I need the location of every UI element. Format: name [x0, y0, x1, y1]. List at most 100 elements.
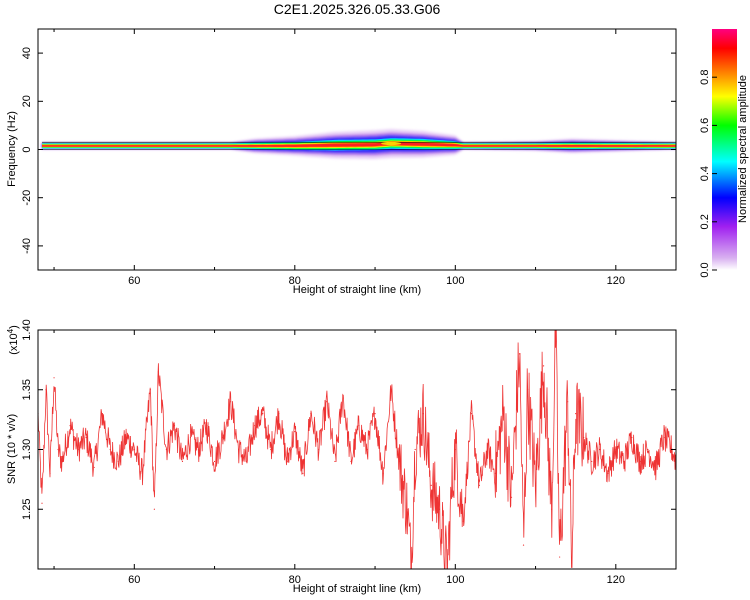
- spectrogram-y-tick-label: 20: [21, 95, 33, 107]
- snr-data-point: [141, 472, 143, 474]
- colorbar-gradient: [712, 29, 737, 270]
- snr-data-point: [518, 353, 521, 355]
- snr-data-point: [422, 413, 424, 415]
- snr-data-point: [607, 472, 609, 474]
- snr-data-point: [53, 377, 55, 379]
- spectrogram-x-tick-label: 120: [607, 275, 625, 287]
- snr-data-point: [310, 413, 312, 415]
- snr-data-point: [238, 448, 240, 451]
- snr-data-point: [157, 371, 159, 373]
- snr-x-label: Height of straight line (km): [293, 583, 421, 595]
- snr-data-point: [647, 448, 649, 451]
- snr-data-point: [663, 436, 665, 439]
- snr-data-point: [462, 520, 464, 522]
- snr-data-point: [430, 484, 432, 486]
- snr-data-point: [49, 472, 51, 474]
- colorbar-tick-label: 0.4: [699, 166, 711, 181]
- snr-data-point: [318, 448, 320, 451]
- snr-data-point: [470, 413, 472, 415]
- snr-series-line: [38, 330, 676, 569]
- spectrogram-marks: [42, 129, 676, 160]
- snr-data-point: [502, 413, 505, 415]
- snr-data-point: [591, 460, 593, 463]
- snr-data-point: [486, 448, 489, 451]
- spectrogram-energy-layer: [42, 142, 676, 147]
- snr-data-point: [583, 436, 585, 439]
- snr-data-point: [153, 508, 155, 510]
- snr-data-point: [398, 460, 400, 463]
- snr-data-point: [334, 460, 336, 463]
- snr-data-point: [197, 448, 200, 451]
- snr-data-point: [615, 448, 617, 451]
- snr-y-tick-label: 1.25: [21, 499, 33, 520]
- spectrogram-x-label: Height of straight line (km): [293, 284, 421, 296]
- snr-data-point: [230, 401, 232, 403]
- spectrogram-y-label: Frequency (Hz): [6, 111, 18, 187]
- snr-data-point: [69, 425, 71, 427]
- snr-data-point: [77, 448, 79, 451]
- spectrogram-ticks: 60 80 100 120 -40 -20 0 20 40: [21, 29, 676, 287]
- snr-x-tick-label: 60: [128, 574, 140, 586]
- snr-data-point: [522, 544, 525, 546]
- spectrogram-x-tick-label: 100: [446, 275, 464, 287]
- snr-y-label: SNR (10 * v/v): [6, 414, 18, 484]
- snr-data-point: [117, 460, 119, 463]
- colorbar-tick-label: 0.8: [699, 70, 711, 85]
- snr-data-point: [165, 448, 168, 451]
- snr-marks: [38, 330, 676, 569]
- snr-data-point: [205, 425, 208, 427]
- colorbar-tick-label: 0.2: [699, 214, 711, 229]
- snr-data-point: [93, 466, 95, 469]
- snr-x-tick-label: 100: [446, 574, 464, 586]
- snr-data-point: [639, 460, 641, 463]
- snr-data-point: [326, 401, 328, 403]
- snr-data-point: [221, 436, 224, 439]
- snr-data-point: [173, 425, 176, 427]
- snr-data-point: [149, 389, 151, 391]
- snr-data-point: [181, 460, 184, 463]
- snr-scale-exponent: 4: [6, 328, 15, 333]
- spectrogram-x-tick-label: 80: [289, 275, 301, 287]
- snr-data-point: [575, 413, 577, 415]
- snr-ticks: 60 80 100 120 1.25 1.30 1.35 1.40: [21, 319, 676, 586]
- snr-y-tick-label: 1.35: [21, 379, 33, 400]
- snr-panel: 60 80 100 120 1.25 1.30 1.35 1.40 Height of str…: [6, 319, 677, 595]
- snr-data-point: [57, 448, 59, 451]
- snr-data-point: [41, 502, 43, 504]
- spectrogram-y-tick-label: 0: [21, 146, 33, 152]
- snr-data-point: [655, 466, 657, 469]
- snr-scale-label: (x104): [6, 325, 20, 355]
- colorbar-tick-label: 0.6: [699, 118, 711, 133]
- snr-data-point: [567, 401, 569, 403]
- snr-data-point: [302, 472, 304, 474]
- snr-data-point: [534, 484, 537, 486]
- snr-data-point: [599, 448, 601, 451]
- colorbar-tick-label: 0.0: [699, 262, 711, 277]
- snr-data-point: [342, 395, 344, 397]
- snr-data-point: [438, 508, 440, 510]
- snr-data-point: [406, 508, 408, 510]
- snr-data-point: [262, 413, 264, 415]
- chart-title: C2E1.2025.326.05.33.G06: [274, 1, 441, 17]
- snr-data-point: [270, 448, 272, 451]
- snr-data-point: [109, 448, 111, 451]
- snr-data-point: [526, 389, 529, 391]
- snr-data-point: [45, 389, 47, 391]
- snr-data-point: [494, 472, 497, 474]
- snr-data-point: [294, 430, 296, 433]
- snr-data-point: [358, 425, 360, 427]
- colorbar-label: Normalized spectral amplitude: [737, 75, 749, 223]
- snr-data-point: [551, 508, 553, 510]
- snr-data-point: [254, 425, 256, 427]
- snr-y-tick-label: 1.40: [21, 319, 33, 340]
- snr-data-point: [286, 460, 288, 463]
- snr-data-point: [510, 496, 513, 498]
- snr-data-point: [125, 436, 127, 439]
- spectrogram-y-tick-label: -40: [21, 238, 33, 254]
- spectrogram-panel: 60 80 100 120 -40 -20 0 20 40 Height of straight…: [6, 28, 677, 296]
- spectrogram-y-tick-label: -20: [21, 190, 33, 206]
- snr-data-point: [559, 556, 561, 558]
- snr-data-point: [631, 436, 633, 439]
- spectrogram-y-tick-label: 40: [21, 47, 33, 59]
